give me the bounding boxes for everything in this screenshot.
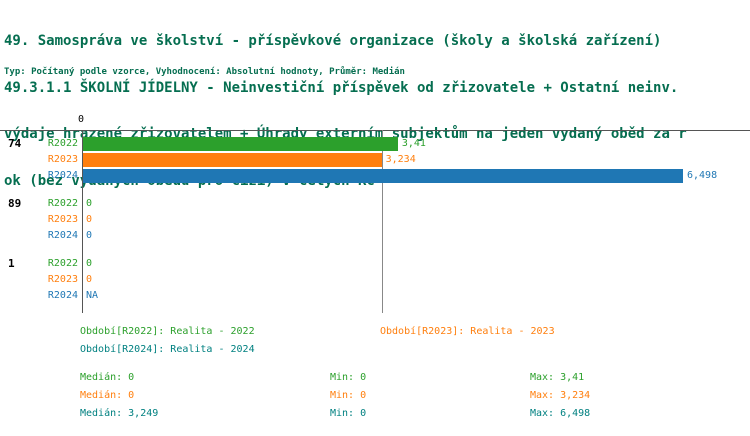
bar-value-label: 3,41 bbox=[401, 138, 426, 149]
report-meta: Typ: Počítaný podle vzorce, Vyhodnocení:… bbox=[4, 67, 405, 77]
y-axis-line bbox=[82, 130, 83, 313]
group-label: 89 bbox=[8, 197, 22, 210]
bar-value-label: 0 bbox=[86, 230, 93, 241]
legend-r2022: Období[R2022]: Realita - 2022 bbox=[80, 326, 255, 337]
bar-row: R2023 0 bbox=[0, 273, 750, 287]
series-label: R2022 bbox=[47, 258, 78, 269]
stat-min-r2024: Min: 0 bbox=[330, 408, 367, 419]
series-label: R2023 bbox=[47, 214, 78, 225]
legend-r2023: Období[R2023]: Realita - 2023 bbox=[380, 326, 555, 337]
series-label: R2023 bbox=[47, 274, 78, 285]
bar-value-label: 0 bbox=[86, 214, 93, 225]
bar-value-label: 0 bbox=[86, 198, 93, 209]
bar-row: R2024 NA bbox=[0, 289, 750, 303]
series-label: R2024 bbox=[47, 230, 78, 241]
bar-value-label: 6,498 bbox=[687, 170, 718, 181]
bar-row: R2024 0 bbox=[0, 229, 750, 243]
bar-row: 1 R2022 0 bbox=[0, 257, 750, 271]
title-line-1: 49. Samospráva ve školství - příspěvkové… bbox=[4, 33, 662, 49]
legend-r2024: Období[R2024]: Realita - 2024 bbox=[80, 344, 255, 355]
group-label: 74 bbox=[8, 137, 22, 150]
series-label: R2022 bbox=[47, 198, 78, 209]
group-label: 1 bbox=[8, 257, 15, 270]
stat-median-r2023: Medián: 0 bbox=[80, 390, 135, 401]
bar-value-label: 0 bbox=[86, 274, 93, 285]
chart-top-border bbox=[0, 130, 750, 131]
bar-row: 74 R2022 3,41 bbox=[0, 137, 750, 151]
title-line-2: 49.3.1.1 ŠKOLNÍ JÍDELNY - Neinvestiční p… bbox=[4, 79, 679, 96]
bar-r2024 bbox=[83, 169, 683, 183]
stat-max-r2022: Max: 3,41 bbox=[530, 372, 585, 383]
stat-median-r2024: Medián: 3,249 bbox=[80, 408, 159, 419]
series-label: R2023 bbox=[47, 154, 78, 165]
bar-row: R2023 3,234 bbox=[0, 153, 750, 167]
bar-value-label: NA bbox=[86, 290, 99, 301]
series-label: R2022 bbox=[47, 138, 78, 149]
stat-min-r2022: Min: 0 bbox=[330, 372, 367, 383]
bar-value-label: 3,234 bbox=[385, 154, 416, 165]
bar-r2023 bbox=[83, 153, 382, 167]
bar-value-label: 0 bbox=[86, 258, 93, 269]
stat-max-r2023: Max: 3,234 bbox=[530, 390, 591, 401]
bar-row: R2024 6,498 bbox=[0, 169, 750, 183]
median-gridline bbox=[382, 130, 383, 313]
bar-row: 89 R2022 0 bbox=[0, 197, 750, 211]
series-label: R2024 bbox=[47, 290, 78, 301]
bar-r2022 bbox=[83, 137, 398, 151]
x-axis-zero-label: 0 bbox=[78, 114, 85, 125]
bar-row: R2023 0 bbox=[0, 213, 750, 227]
series-label: R2024 bbox=[47, 170, 78, 181]
stat-max-r2024: Max: 6,498 bbox=[530, 408, 591, 419]
stat-min-r2023: Min: 0 bbox=[330, 390, 367, 401]
stat-median-r2022: Medián: 0 bbox=[80, 372, 135, 383]
